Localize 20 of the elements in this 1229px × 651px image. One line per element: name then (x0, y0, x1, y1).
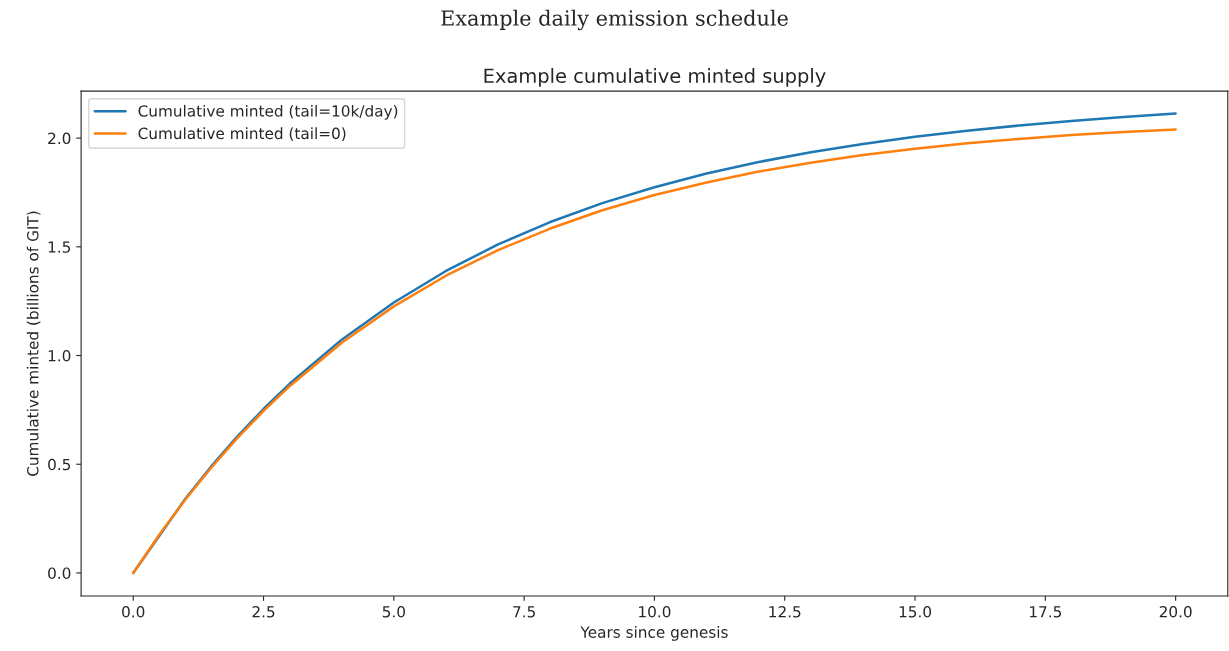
x-tick-label: 2.5 (252, 605, 275, 618)
x-tick-label: 17.5 (1030, 606, 1062, 618)
legend-label: Cumulative minted (tail=0) (138, 127, 346, 141)
x-tick-label: 10.0 (639, 605, 671, 618)
y-tick-label: 2.0 (48, 132, 71, 145)
x-tick-label: 5.0 (382, 605, 405, 618)
y-axis-title: Cumulative minted (billions of GIT) (26, 211, 41, 476)
x-tick-label: 15.0 (899, 605, 932, 618)
x-axis-title: Years since genesis (580, 626, 728, 641)
x-tick-label: 7.5 (513, 606, 535, 618)
legend-label: Cumulative minted (tail=10k/day) (138, 104, 398, 120)
y-tick-label: 1.0 (48, 349, 71, 362)
chart-subtitle: Example daily emission schedule (441, 9, 788, 31)
y-tick-label: 1.5 (48, 241, 71, 253)
x-tick-label: 0.0 (122, 605, 145, 618)
y-tick-label: 0.0 (48, 567, 71, 579)
x-tick-label: 12.5 (769, 605, 801, 618)
y-tick-label: 0.5 (48, 458, 71, 471)
chart-title: Example cumulative minted supply (484, 68, 826, 87)
x-tick-label: 20.0 (1159, 605, 1192, 618)
